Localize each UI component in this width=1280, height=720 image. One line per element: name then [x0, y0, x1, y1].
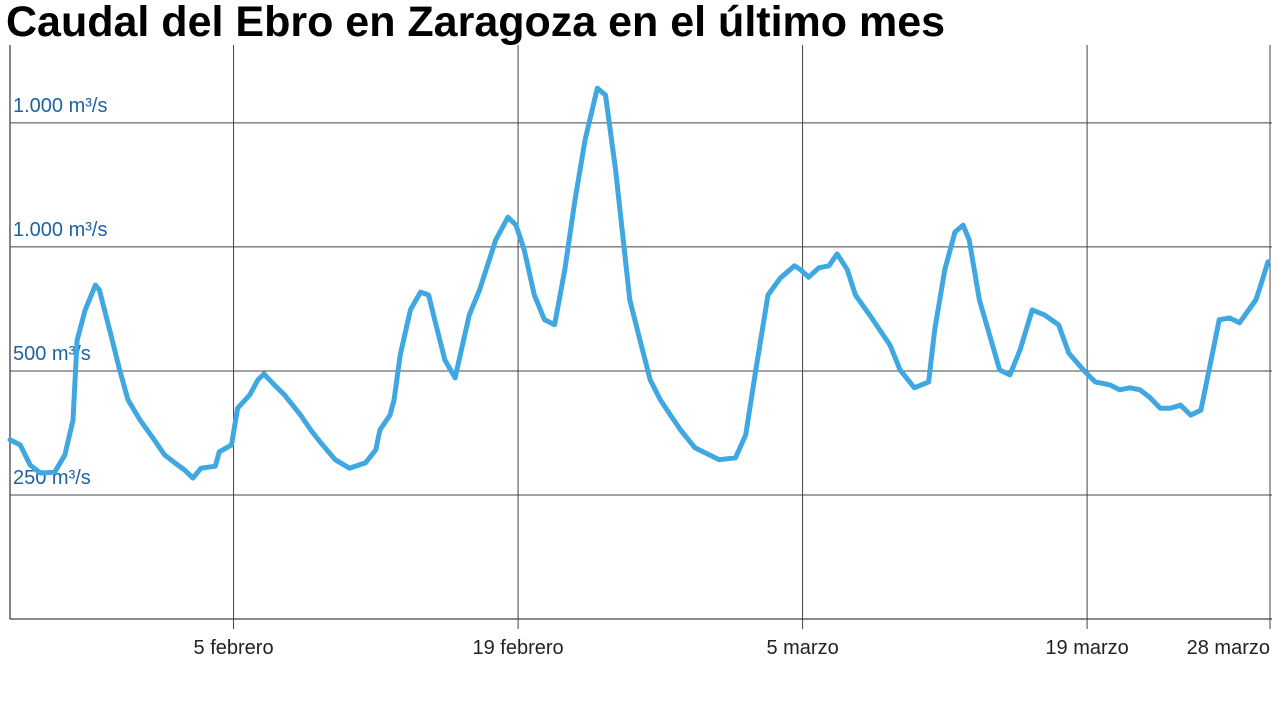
x-tick-label: 19 febrero — [472, 637, 563, 659]
y-tick-label: 1.000 m³/s — [13, 95, 107, 117]
y-tick-label: 1.000 m³/s — [13, 219, 107, 241]
x-tick-label: 5 febrero — [194, 637, 274, 659]
y-tick-label: 250 m³/s — [13, 467, 91, 489]
x-tick-label: 28 marzo — [1187, 637, 1270, 659]
x-tick-label: 19 marzo — [1045, 637, 1128, 659]
x-tick-label: 5 marzo — [766, 637, 838, 659]
data-line — [7, 85, 1271, 481]
y-tick-label: 500 m³/s — [13, 343, 91, 365]
chart-title: Caudal del Ebro en Zaragoza en el último… — [6, 0, 945, 46]
